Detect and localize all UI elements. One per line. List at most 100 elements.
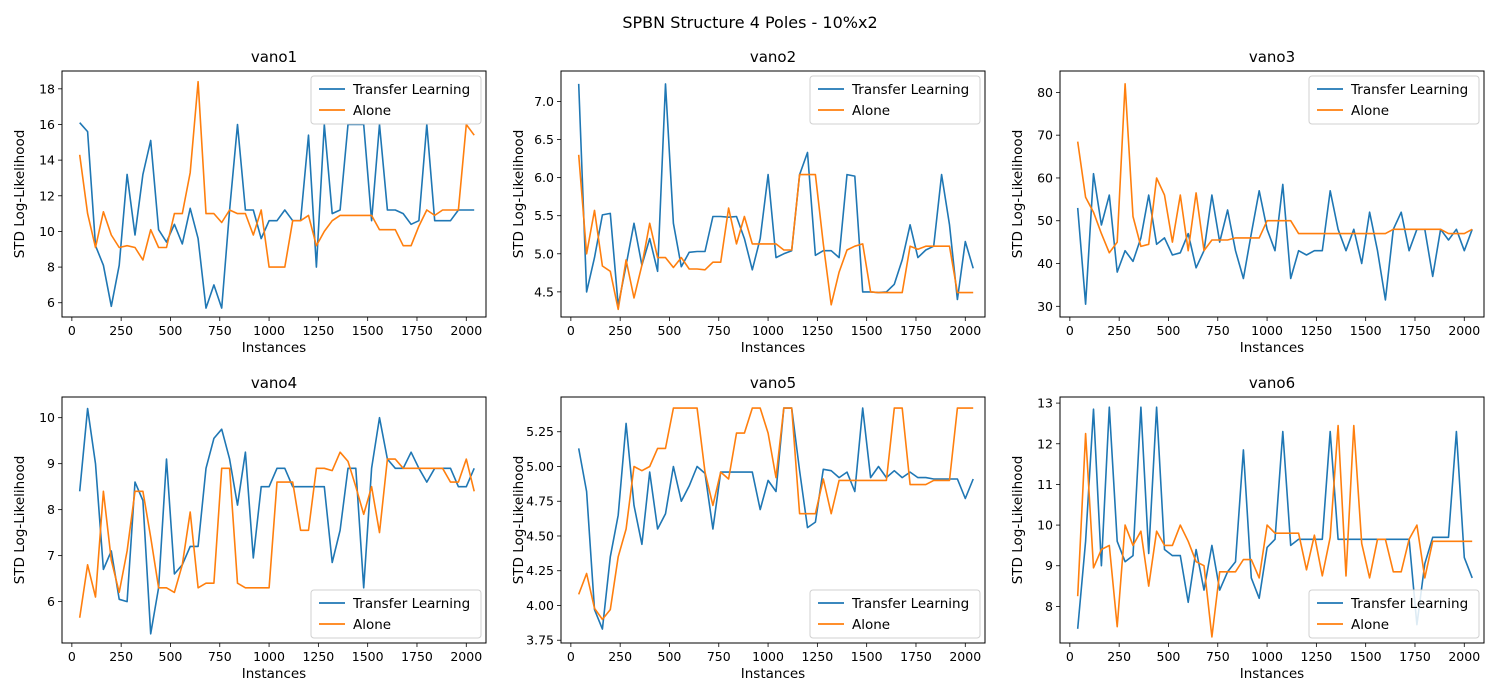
legend-box <box>809 589 981 639</box>
x-tick-label: 2000 <box>450 649 482 664</box>
legend: Transfer Learning Alone <box>1308 589 1480 639</box>
x-axis-label: Instances <box>242 340 306 356</box>
x-tick-label: 250 <box>608 649 632 664</box>
x-tick-label: 1000 <box>253 649 285 664</box>
x-tick-label: 0 <box>1066 649 1074 664</box>
x-tick-label: 1000 <box>752 323 784 338</box>
legend-label: Transfer Learning <box>851 596 969 612</box>
y-tick-label: 12 <box>1037 436 1053 451</box>
y-tick-label: 4.50 <box>526 528 554 543</box>
x-tick-label: 1750 <box>1399 649 1431 664</box>
legend: Transfer Learning Alone <box>310 75 482 125</box>
subplot-vano3: vano3 0 250 500 750 1000 1250 1500 1750 2000 30 40 5… <box>1010 48 1485 356</box>
series-line-transfer-learning <box>78 407 475 635</box>
y-tick-label: 50 <box>1037 213 1053 228</box>
x-tick-label: 2000 <box>949 649 981 664</box>
legend: Transfer Learning Alone <box>1308 75 1480 125</box>
x-tick-label: 1750 <box>900 323 932 338</box>
y-tick-label: 4.00 <box>526 598 554 613</box>
y-tick-label: 12 <box>39 188 55 203</box>
x-tick-label: 1500 <box>352 323 384 338</box>
x-tick-label: 250 <box>1107 649 1131 664</box>
y-axis-label: STD Log-Likelihood <box>511 130 527 259</box>
x-tick-label: 0 <box>567 649 575 664</box>
y-axis-label: STD Log-Likelihood <box>1010 456 1026 585</box>
series-line-transfer-learning <box>79 122 475 309</box>
x-tick-label: 1500 <box>1350 323 1382 338</box>
y-tick-label: 7.0 <box>534 94 554 109</box>
y-tick-label: 8 <box>47 260 55 275</box>
x-tick-label: 750 <box>208 649 232 664</box>
x-tick-label: 500 <box>159 323 183 338</box>
legend-label: Transfer Learning <box>352 82 470 98</box>
x-tick-label: 750 <box>208 323 232 338</box>
x-tick-label: 0 <box>68 649 76 664</box>
subplot-vano4: vano4 0 250 500 750 1000 1250 1500 1750 2000 6 7 8 9 1… <box>12 374 487 682</box>
y-tick-label: 40 <box>1037 256 1053 271</box>
series-line-alone <box>1076 83 1473 254</box>
legend-label: Transfer Learning <box>1350 82 1468 98</box>
x-tick-label: 500 <box>658 323 682 338</box>
legend-box <box>310 75 482 125</box>
legend-label: Alone <box>1351 103 1389 119</box>
y-tick-label: 10 <box>1037 518 1053 533</box>
series-line-alone <box>1076 424 1473 638</box>
x-tick-label: 500 <box>1157 649 1181 664</box>
legend-label: Transfer Learning <box>1350 596 1468 612</box>
x-tick-label: 750 <box>1206 323 1230 338</box>
legend-label: Alone <box>353 617 391 633</box>
x-tick-label: 500 <box>658 649 682 664</box>
legend-box <box>1308 75 1480 125</box>
x-tick-label: 250 <box>1107 323 1131 338</box>
y-axis-label: STD Log-Likelihood <box>12 456 28 585</box>
y-tick-label: 6 <box>47 295 55 310</box>
legend: Transfer Learning Alone <box>809 75 981 125</box>
y-tick-label: 5.0 <box>534 246 554 261</box>
x-tick-label: 2000 <box>1448 323 1480 338</box>
x-tick-label: 1250 <box>801 323 833 338</box>
figure-suptitle: SPBN Structure 4 Poles - 10%x2 <box>622 13 877 32</box>
subplot-title: vano2 <box>750 48 796 66</box>
y-tick-label: 4.75 <box>526 494 554 509</box>
series-line-alone <box>577 407 974 621</box>
legend-label: Transfer Learning <box>851 82 969 98</box>
x-tick-label: 250 <box>109 323 133 338</box>
legend-box <box>1308 589 1480 639</box>
y-axis-label: STD Log-Likelihood <box>511 456 527 585</box>
x-tick-label: 1250 <box>801 649 833 664</box>
x-tick-label: 1500 <box>1350 649 1382 664</box>
y-tick-label: 16 <box>39 117 55 132</box>
x-axis-label: Instances <box>1240 666 1304 682</box>
legend-label: Alone <box>852 617 890 633</box>
y-tick-label: 6.0 <box>534 170 554 185</box>
x-tick-label: 1000 <box>253 323 285 338</box>
x-tick-label: 250 <box>109 649 133 664</box>
x-tick-label: 1500 <box>851 649 883 664</box>
legend-label: Alone <box>353 103 391 119</box>
series-line-transfer-learning <box>1076 172 1473 306</box>
series-line-alone <box>577 154 974 311</box>
x-tick-label: 1250 <box>302 649 334 664</box>
x-axis-label: Instances <box>1240 340 1304 356</box>
x-tick-label: 1250 <box>1300 323 1332 338</box>
x-tick-label: 2000 <box>450 323 482 338</box>
x-tick-label: 1750 <box>900 649 932 664</box>
subplot-vano5: vano5 0 250 500 750 1000 1250 1500 1750 2000 3.75 4… <box>511 374 986 682</box>
axes-frame <box>1059 396 1485 644</box>
x-tick-label: 500 <box>159 649 183 664</box>
y-tick-label: 5.25 <box>526 424 554 439</box>
x-tick-label: 750 <box>707 323 731 338</box>
legend-box <box>809 75 981 125</box>
series-line-alone <box>78 80 475 268</box>
x-tick-label: 0 <box>68 323 76 338</box>
y-tick-label: 9 <box>47 456 55 471</box>
y-tick-label: 6 <box>47 594 55 609</box>
y-tick-label: 60 <box>1037 170 1053 185</box>
y-tick-label: 4.25 <box>526 563 554 578</box>
series-line-transfer-learning <box>577 83 974 307</box>
y-tick-label: 4.5 <box>534 284 554 299</box>
y-tick-label: 80 <box>1037 85 1053 100</box>
y-axis-label: STD Log-Likelihood <box>1010 130 1026 259</box>
